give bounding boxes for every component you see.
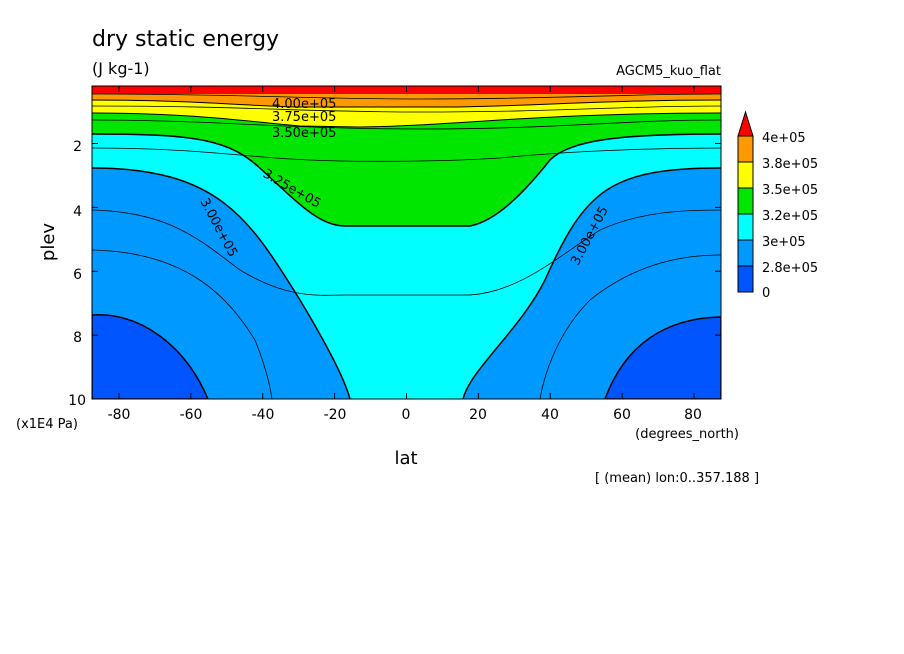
- chart-subtitle: [ (mean) lon:0..357.188 ]: [595, 471, 759, 486]
- y-axis-units: (x1E4 Pa): [16, 417, 78, 432]
- contour-label-3-50e05: 3.50e+05: [272, 126, 336, 141]
- colorbar-label: 3.2e+05: [762, 209, 818, 224]
- region-3-25e05-3-50e05: [92, 86, 721, 399]
- x-tick-label: 80: [684, 407, 702, 423]
- contour-line-thin-4: [539, 254, 721, 399]
- x-axis: -80 -60 -40 -20 0 20 40 60 80 (degrees_n…: [108, 86, 739, 469]
- y-tick-label: 4: [73, 204, 82, 220]
- x-tick-label: -40: [252, 407, 275, 423]
- contour-line-top-5: [92, 119, 721, 130]
- colorbar-label: 2.8e+05: [762, 261, 818, 276]
- chart-title: dry static energy: [92, 27, 279, 52]
- contour-line-thin-3: [92, 249, 273, 399]
- contour-line-3-50e05-boundary: [92, 133, 721, 227]
- colorbar-label: 3e+05: [762, 235, 806, 250]
- x-tick-label: 60: [613, 407, 631, 423]
- x-tick-label: -20: [324, 407, 347, 423]
- x-tick-label: -80: [108, 407, 131, 423]
- y-axis-label: plev: [38, 223, 59, 262]
- colorbar-label: 0: [762, 286, 770, 301]
- contour-line-top-4: [92, 105, 721, 113]
- x-tick-label: 0: [402, 407, 411, 423]
- colorbar-label: 4e+05: [762, 131, 806, 146]
- contour-label-3-75e05: 3.75e+05: [272, 110, 336, 125]
- chart-units: (J kg-1): [92, 59, 150, 78]
- experiment-label: AGCM5_kuo_flat: [616, 64, 721, 79]
- colorbar-swatch: [737, 265, 754, 293]
- contour-fill: [92, 86, 721, 399]
- contour-line-thin-1: [92, 209, 721, 296]
- contour-line-3-25e05-boundary-n: [462, 167, 721, 399]
- colorbar: 4e+05 3.8e+05 3.5e+05 3.2e+05 3e+05 2.8e…: [737, 110, 818, 301]
- y-axis: 2 4 6 8 10 plev (x1E4 Pa): [16, 139, 721, 432]
- x-axis-units: (degrees_north): [635, 427, 739, 442]
- contour-line-thin-2: [92, 147, 721, 162]
- contour-label-4-00e05: 4.00e+05: [272, 97, 336, 112]
- contour-lines: [92, 93, 721, 399]
- y-tick-label: 2: [73, 139, 82, 155]
- x-tick-label: 40: [541, 407, 559, 423]
- y-tick-label: 10: [68, 393, 86, 409]
- contour-line-top-2: [92, 99, 721, 108]
- contour-line-top-3: [92, 93, 721, 100]
- y-tick-label: 8: [73, 330, 82, 346]
- colorbar-arrow: [737, 110, 754, 137]
- colorbar-label: 3.5e+05: [762, 183, 818, 198]
- colorbar-swatch: [737, 239, 754, 267]
- x-axis-label: lat: [394, 448, 417, 469]
- contour-line-3-25e05-boundary: [92, 167, 351, 399]
- colorbar-swatch: [737, 135, 754, 163]
- y-tick-label: 6: [73, 267, 82, 283]
- x-tick-label: 20: [469, 407, 487, 423]
- colorbar-swatch: [737, 213, 754, 241]
- colorbar-swatch: [737, 187, 754, 215]
- contour-line-top-1: [92, 112, 721, 128]
- x-tick-label: -60: [180, 407, 203, 423]
- colorbar-label: 3.8e+05: [762, 157, 818, 172]
- colorbar-swatch: [737, 161, 754, 189]
